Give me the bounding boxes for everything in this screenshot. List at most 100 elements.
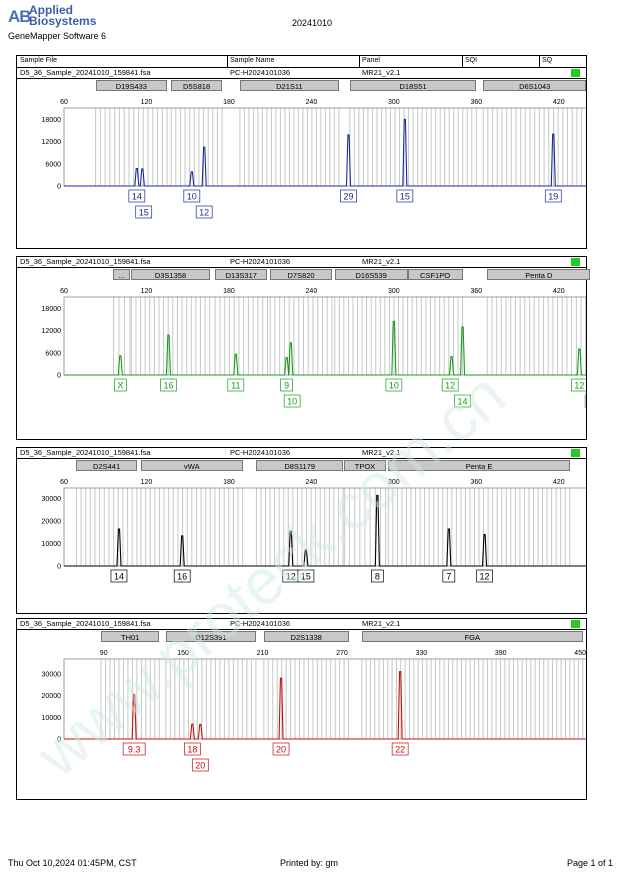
allele-call-label[interactable]: 20: [191, 758, 209, 772]
locus-label[interactable]: D3S1358: [131, 269, 210, 280]
report-date-code: 20241010: [292, 18, 333, 28]
allele-call-label[interactable]: 8: [371, 569, 384, 583]
x-tick-label: 90: [100, 650, 108, 657]
x-tick-label: 180: [223, 288, 235, 295]
allele-call-label[interactable]: 15: [297, 569, 315, 583]
allele-call-label[interactable]: 7: [442, 569, 456, 583]
x-tick-label: 240: [306, 288, 318, 295]
col-sample-name: Sample Name: [230, 57, 275, 64]
footer-datetime: Thu Oct 10,2024 01:45PM, CST: [8, 858, 137, 868]
locus-label[interactable]: D19S433: [95, 80, 168, 91]
locus-label[interactable]: D12S391: [165, 631, 256, 642]
x-tick-label: 450: [574, 650, 586, 657]
allele-call-label[interactable]: 29: [340, 189, 357, 203]
y-tick-label: 0: [57, 737, 61, 744]
col-sq: SQ: [542, 57, 553, 64]
allele-call-label[interactable]: 19: [544, 189, 562, 203]
footer-page: Page 1 of 1: [567, 858, 614, 868]
allele-call-text: X: [117, 381, 123, 391]
locus-label[interactable]: CSF1PO: [407, 269, 463, 280]
locus-bar: D2S441 vWA D8S1179 TPOX Penta E: [17, 460, 586, 473]
allele-call-label[interactable]: 10: [283, 394, 301, 408]
allele-call-label[interactable]: 20: [272, 742, 290, 756]
y-tick-label: 12000: [42, 139, 62, 146]
software-name: GeneMapper Software 6: [8, 31, 107, 41]
allele-call-label[interactable]: X: [113, 378, 127, 392]
panel-sample-name: PC-H2024101036: [230, 448, 291, 457]
panel-sample-file: D5_36_Sample_20241010_159841.fsa: [20, 68, 151, 77]
locus-label[interactable]: D21S11: [239, 80, 339, 91]
allele-call-text: 29: [343, 192, 353, 202]
allele-call-label[interactable]: 14: [128, 189, 146, 203]
allele-call-label[interactable]: 12: [571, 378, 586, 392]
allele-call-label[interactable]: 12: [441, 378, 459, 392]
locus-label[interactable]: D8S1179: [256, 460, 343, 471]
x-tick-label: 240: [306, 99, 318, 106]
logo-line1: Applied: [29, 3, 73, 17]
panel-panel-name: MR21_v2.1: [362, 68, 401, 77]
allele-call-label[interactable]: 10: [183, 189, 201, 203]
allele-call-label[interactable]: 22: [391, 742, 409, 756]
y-tick-label: 12000: [42, 328, 62, 335]
locus-label[interactable]: D7S820: [270, 269, 332, 280]
panel-sample-name: PC-H2024101036: [230, 619, 291, 628]
allele-call-text: 15: [139, 208, 149, 218]
allele-call-label[interactable]: 15: [135, 205, 153, 219]
electropherogram-plot: 60 120 180 240 300 360 420 0 6000 12000 18000 14 15 1…: [42, 99, 586, 219]
x-tick-label: 60: [60, 99, 68, 106]
locus-label[interactable]: Penta D: [487, 269, 591, 280]
allele-call-label[interactable]: 14: [454, 394, 471, 408]
allele-call-label[interactable]: 18: [184, 742, 201, 756]
x-tick-label: 120: [141, 479, 153, 486]
locus-label[interactable]: D6S1043: [483, 80, 587, 91]
y-tick-label: 0: [57, 373, 61, 380]
allele-call-label[interactable]: 12: [195, 205, 213, 219]
allele-call-label[interactable]: 14: [110, 569, 128, 583]
allele-call-label[interactable]: 16: [160, 378, 177, 392]
locus-label[interactable]: D2S441: [76, 460, 137, 471]
locus-label[interactable]: D18S51: [349, 80, 477, 91]
signal-trace: [64, 494, 586, 567]
x-tick-label: 120: [141, 288, 153, 295]
electropherogram-panel: D5_36_Sample_20241010_159841.fsa PC-H2024…: [16, 67, 587, 249]
panel-sample-file: D5_36_Sample_20241010_159841.fsa: [20, 448, 151, 457]
y-tick-label: 10000: [42, 715, 62, 722]
locus-label[interactable]: D13S317: [215, 269, 268, 280]
locus-label[interactable]: D16S539: [334, 269, 408, 280]
locus-label[interactable]: vWA: [140, 460, 243, 471]
locus-label[interactable]: TH01: [101, 631, 160, 642]
allele-call-text: 14: [114, 572, 124, 582]
allele-call-text: 15: [301, 572, 311, 582]
locus-label[interactable]: ...: [113, 269, 130, 280]
allele-call-label[interactable]: 12: [282, 569, 300, 583]
locus-label[interactable]: TPOX: [344, 460, 386, 471]
y-tick-label: 18000: [42, 306, 62, 313]
allele-call-text: 7: [446, 572, 451, 582]
allele-call-text: 10: [287, 397, 297, 407]
x-tick-label: 420: [553, 99, 565, 106]
plot-frame: [63, 658, 586, 740]
allele-call-label[interactable]: 12: [476, 569, 493, 583]
allele-call-label[interactable]: 10: [385, 378, 403, 392]
allele-call-label[interactable]: 15: [396, 189, 414, 203]
locus-label[interactable]: FGA: [361, 631, 583, 642]
locus-label[interactable]: D2S1338: [263, 631, 349, 642]
sizing-quality-indicator: [571, 449, 580, 457]
allele-call-label[interactable]: 9.3: [122, 742, 146, 756]
panel-sample-file: D5_36_Sample_20241010_159841.fsa: [20, 257, 151, 266]
locus-bar: ... D3S1358 D13S317 D7S820 D16S539 CSF1PO Pent…: [17, 269, 591, 282]
locus-label[interactable]: D5S818: [171, 80, 223, 91]
allele-call-label[interactable]: 16: [173, 569, 191, 583]
x-tick-label: 420: [553, 288, 565, 295]
allele-call-label[interactable]: 11: [227, 378, 245, 392]
y-tick-label: 20000: [42, 693, 62, 700]
allele-call-label[interactable]: 14: [584, 394, 586, 408]
locus-label[interactable]: Penta E: [388, 460, 570, 471]
y-tick-label: 30000: [42, 496, 62, 503]
panel-info-row: D5_36_Sample_20241010_159841.fsa PC-H2024…: [17, 257, 586, 268]
panel-panel-name: MR21_v2.1: [362, 619, 401, 628]
allele-call-label[interactable]: 9: [280, 378, 293, 392]
x-tick-label: 120: [141, 99, 153, 106]
sizing-quality-indicator: [571, 69, 580, 77]
allele-call-text: 9.3: [128, 745, 141, 755]
